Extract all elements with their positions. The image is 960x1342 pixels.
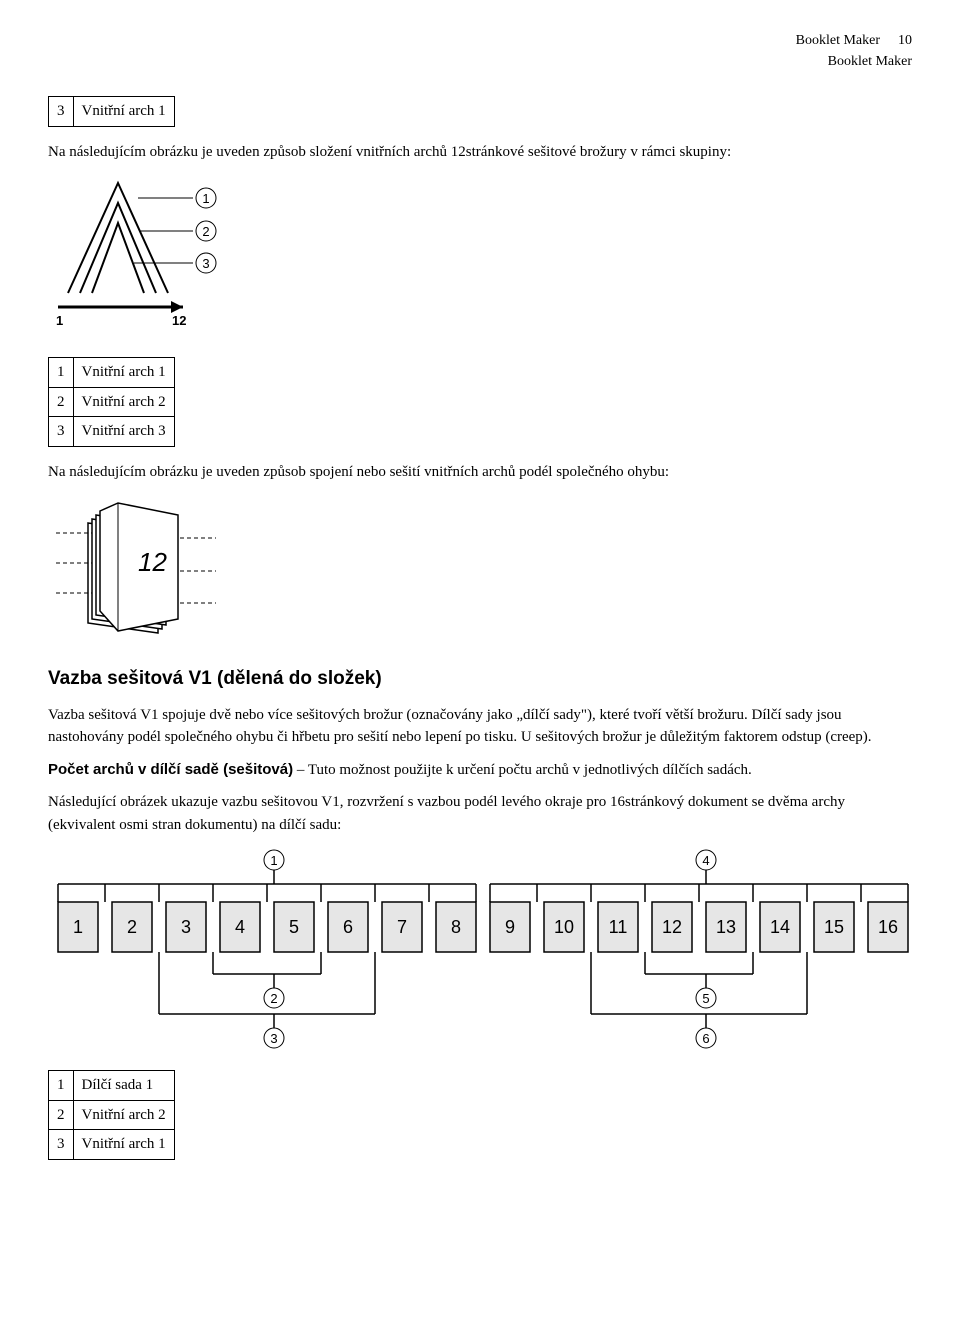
svg-text:16: 16 [878, 917, 898, 937]
figure-signature-layout: 12345678910111213141516 1 4 2 5 3 6 [48, 846, 912, 1056]
table-row: 3Vnitřní arch 1 [49, 1130, 175, 1160]
svg-text:10: 10 [554, 917, 574, 937]
table-top: 3 Vnitřní arch 1 [48, 96, 175, 127]
open-book-svg: 12 [48, 493, 248, 643]
table-row: 2Vnitřní arch 2 [49, 387, 175, 417]
svg-text:2: 2 [127, 917, 137, 937]
cell: Vnitřní arch 1 [73, 97, 174, 127]
table-mid: 1Vnitřní arch 1 2Vnitřní arch 2 3Vnitřní… [48, 357, 175, 447]
callout-2: 2 [202, 224, 209, 239]
cell: 3 [49, 97, 74, 127]
paragraph: Následující obrázek ukazuje vazbu sešito… [48, 791, 912, 836]
callout-3: 3 [202, 256, 209, 271]
inline-label: Počet archů v dílčí sadě (sešitová) [48, 761, 293, 778]
paragraph: Vazba sešitová V1 spojuje dvě nebo více … [48, 704, 912, 749]
svg-text:1: 1 [73, 917, 83, 937]
svg-text:3: 3 [181, 917, 191, 937]
table-row: 1Vnitřní arch 1 [49, 358, 175, 388]
figure-nested-arches: 1 12 1 2 3 [48, 173, 912, 343]
page-number: 10 [898, 30, 912, 51]
callout: 2 [270, 991, 277, 1006]
callout: 6 [702, 1031, 709, 1046]
svg-text:11: 11 [609, 917, 628, 937]
table-row: 1Dílčí sada 1 [49, 1071, 175, 1101]
table-bottom: 1Dílčí sada 1 2Vnitřní arch 2 3Vnitřní a… [48, 1070, 175, 1160]
book-page-label: 12 [138, 547, 167, 577]
svg-text:8: 8 [451, 917, 461, 937]
svg-text:15: 15 [824, 917, 844, 937]
table-row: 3Vnitřní arch 3 [49, 417, 175, 447]
paragraph: Na následujícím obrázku je uveden způsob… [48, 461, 912, 484]
paragraph: Počet archů v dílčí sadě (sešitová) – Tu… [48, 759, 912, 782]
figure-open-book: 12 [48, 493, 912, 643]
callout: 5 [702, 991, 709, 1006]
svg-text:14: 14 [770, 917, 790, 937]
table-row: 3 Vnitřní arch 1 [49, 97, 175, 127]
svg-text:4: 4 [235, 917, 245, 937]
axis-label-left: 1 [56, 313, 63, 328]
header-title-2: Booklet Maker [48, 51, 912, 72]
svg-text:7: 7 [397, 917, 407, 937]
svg-text:9: 9 [505, 917, 515, 937]
page-header: Booklet Maker 10 Booklet Maker [48, 30, 912, 72]
callout-1: 1 [202, 191, 209, 206]
callout: 1 [270, 853, 277, 868]
svg-text:6: 6 [343, 917, 353, 937]
inline-text: – Tuto možnost použijte k určení počtu a… [293, 762, 752, 778]
svg-text:13: 13 [716, 917, 736, 937]
svg-text:12: 12 [662, 917, 682, 937]
svg-text:5: 5 [289, 917, 299, 937]
signature-svg: 12345678910111213141516 1 4 2 5 3 6 [48, 846, 912, 1056]
callout: 3 [270, 1031, 277, 1046]
header-title-1: Booklet Maker [796, 30, 880, 51]
nested-arch-svg: 1 12 1 2 3 [48, 173, 268, 343]
axis-label-right: 12 [172, 313, 186, 328]
section-heading: Vazba sešitová V1 (dělená do složek) [48, 665, 912, 694]
table-row: 2Vnitřní arch 2 [49, 1100, 175, 1130]
callout: 4 [702, 853, 709, 868]
paragraph: Na následujícím obrázku je uveden způsob… [48, 141, 912, 164]
